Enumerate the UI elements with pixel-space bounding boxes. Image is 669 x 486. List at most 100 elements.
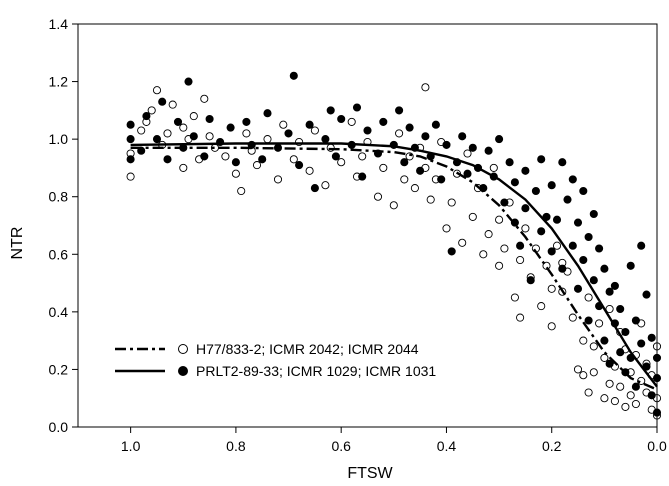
data-point-series-2 [200,152,209,161]
data-point-series-2 [631,316,640,325]
data-point-series-2 [605,359,614,368]
fit-lines-layer [130,142,658,391]
data-point-series-1 [552,241,562,250]
x-tick-label: 0.2 [542,438,562,454]
data-point-series-1 [231,169,240,178]
data-point-series-2 [468,143,477,152]
data-point-series-1 [379,163,388,172]
data-point-series-1 [584,388,593,397]
data-point-series-1 [516,313,525,322]
data-point-series-2 [595,244,604,253]
data-point-series-1 [189,112,198,121]
data-point-series-2 [363,126,372,135]
data-point-series-2 [242,117,251,126]
data-point-series-1 [616,382,625,391]
data-point-series-2 [579,255,588,265]
y-tick-label: 0.8 [49,189,69,205]
data-point-series-2 [400,158,409,167]
data-point-series-2 [447,247,456,256]
data-point-series-2 [631,382,640,391]
data-point-series-1 [400,175,409,184]
data-point-series-1 [126,172,135,181]
x-tick-label: 0.8 [226,438,246,454]
y-tick-label: 0.6 [49,246,69,262]
data-point-series-2 [421,132,430,141]
data-point-series-2 [126,135,135,144]
data-point-series-1 [200,94,209,103]
data-point-series-1 [489,163,498,172]
data-point-series-1 [479,250,488,259]
data-point-series-1 [500,244,509,253]
data-point-series-1 [395,129,404,138]
data-point-series-2 [568,241,577,250]
data-point-series-2 [521,166,530,175]
data-point-series-2 [600,264,609,273]
y-tick-label: 1.4 [49,16,69,32]
data-point-series-2 [142,112,151,121]
data-point-series-2 [610,281,619,290]
legend-marker-series-1 [178,344,188,354]
data-point-series-2 [558,264,567,273]
data-point-series-2 [573,218,583,227]
legend-label-series-2: PRLT2-89-33; ICMR 1029; ICMR 1031 [196,363,436,379]
data-point-series-2 [495,135,504,144]
data-point-series-2 [621,327,630,337]
data-point-series-2 [226,123,235,132]
data-point-series-1 [547,322,556,331]
data-point-series-2 [310,184,319,193]
x-axis-label: FTSW [347,465,393,482]
data-point-series-1 [621,402,630,411]
data-point-series-1 [600,394,609,403]
data-point-series-1 [495,261,504,270]
tick-labels: 1.0 0.8 0.6 0.4 0.2 0.0 0.0 0.2 0.4 0.6 0.8 1.0 1.2 1… [49,16,667,454]
legend-label-series-1: H77/833-2; ICMR 2042; ICMR 2044 [196,341,419,357]
data-point-series-1 [605,304,614,314]
data-point-series-2 [416,166,425,175]
data-point-series-2 [163,155,172,164]
data-point-series-2 [584,232,593,242]
data-point-series-1 [516,255,525,265]
y-tick-label: 0.4 [49,304,69,320]
data-point-series-2 [647,333,656,342]
data-point-series-2 [284,129,293,138]
y-tick-label: 1.0 [49,131,69,147]
data-point-series-1 [358,152,367,161]
data-point-series-1 [447,198,456,207]
data-point-series-1 [237,186,246,196]
data-point-series-1 [521,224,530,233]
data-point-series-2 [442,140,451,149]
data-point-series-2 [510,178,519,187]
data-point-series-1 [242,129,251,138]
data-point-series-2 [537,227,546,236]
data-point-series-2 [395,106,404,115]
plot-frame [77,23,658,428]
data-point-series-2 [616,304,625,314]
data-point-series-2 [542,212,551,221]
data-point-series-2 [568,175,577,184]
y-tick-label: 0.0 [49,419,69,435]
data-point-series-2 [158,97,167,106]
data-point-series-2 [152,135,162,144]
data-point-series-2 [484,146,493,155]
data-point-series-1 [537,302,546,311]
data-point-series-1 [547,284,556,293]
data-point-series-2 [505,158,514,167]
x-tick-label: 0.0 [647,438,667,454]
data-point-series-1 [321,181,330,190]
data-point-series-1 [426,195,435,204]
data-point-series-2 [589,209,598,219]
data-point-series-2 [289,71,298,80]
data-point-series-1 [458,238,467,247]
data-point-series-1 [584,293,593,302]
data-point-series-1 [163,129,172,138]
data-point-series-1 [147,106,156,115]
data-point-series-2 [521,204,530,213]
x-tick-label: 0.6 [331,438,351,454]
data-point-series-2 [263,109,272,118]
y-tick-label: 1.2 [49,74,69,90]
data-point-series-2 [647,391,656,400]
data-point-series-2 [616,348,625,357]
data-point-series-2 [552,215,562,224]
data-point-series-2 [231,158,240,167]
data-point-series-2 [516,241,525,250]
